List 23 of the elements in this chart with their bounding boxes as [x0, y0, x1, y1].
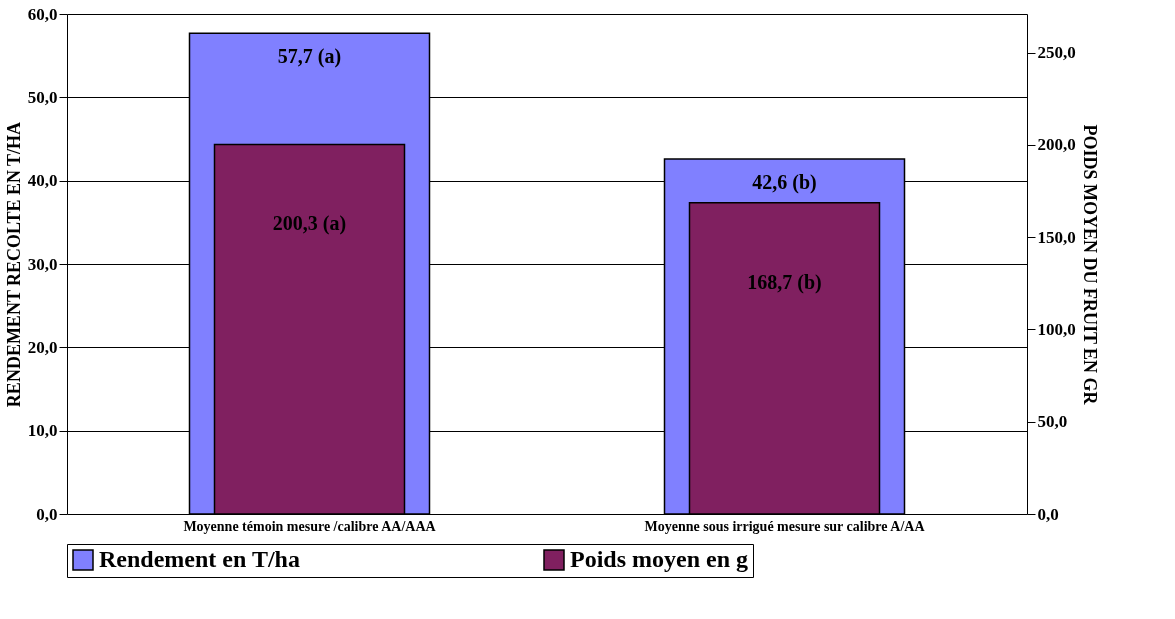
data-label: 168,7 (b) [747, 270, 822, 294]
x-tick-label: Moyenne témoin mesure /calibre AA/AAA [183, 519, 437, 534]
y-tick-label: 10,0 [27, 421, 58, 441]
y-tick-label: 20,0 [27, 337, 58, 357]
y-tick-label: 0,0 [36, 504, 58, 524]
y-tick-label: 30,0 [27, 254, 58, 274]
legend-label: Poids moyen en g [570, 546, 749, 572]
y2-axis-title: POIDS MOYEN DU FRUIT EN GR [1079, 124, 1100, 406]
y2-tick-label: 100,0 [1037, 320, 1076, 339]
x-tick-label: Moyenne sous irrigué mesure sur calibre A/AA [644, 519, 926, 534]
y2-tick-label: 250,0 [1037, 43, 1076, 63]
y-axis-title: RENDEMENT RECOLTE EN T/HA [3, 121, 24, 408]
y-tick-label: 60,0 [27, 4, 58, 24]
legend-label: Rendement en T/ha [99, 546, 300, 572]
y2-tick-label: 150,0 [1037, 227, 1076, 247]
y-tick-label: 50,0 [27, 87, 58, 107]
y2-tick-label: 0,0 [1037, 504, 1059, 524]
data-label: 42,6 (b) [752, 171, 817, 194]
y-tick-label: 40,0 [27, 171, 58, 191]
y2-tick-label: 50,0 [1037, 412, 1068, 432]
y2-tick-label: 200,0 [1037, 135, 1076, 155]
data-label: 200,3 (a) [272, 212, 347, 236]
data-label: 57,7 (a) [277, 45, 342, 69]
